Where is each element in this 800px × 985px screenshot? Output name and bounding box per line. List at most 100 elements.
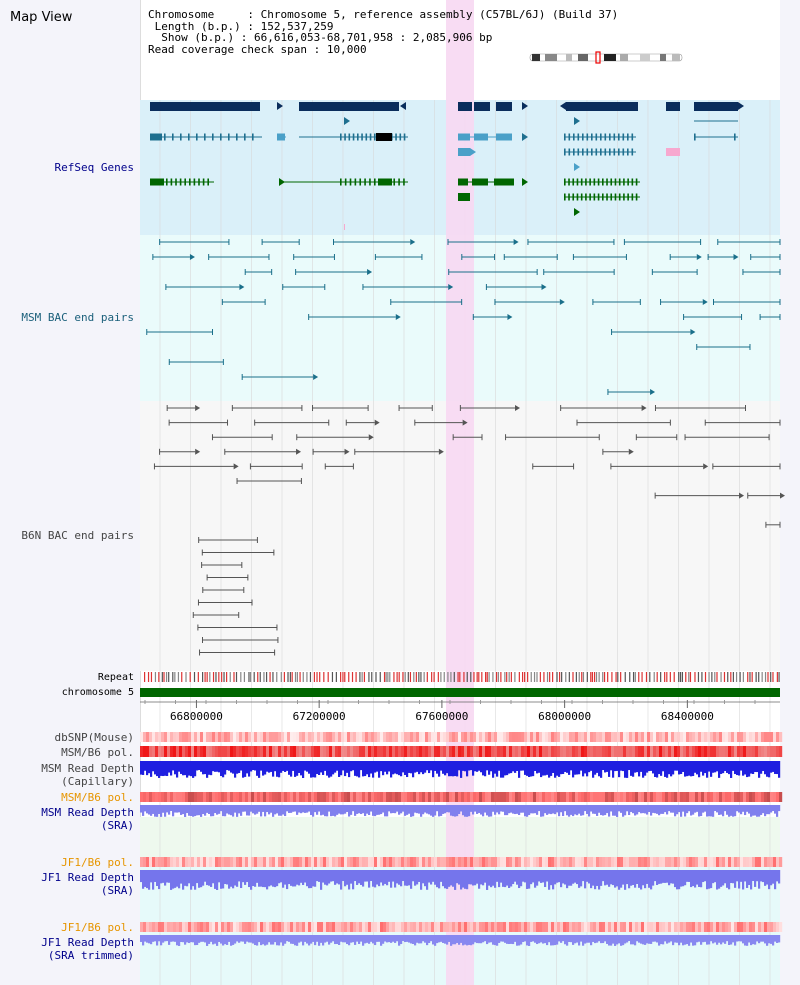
depth-bar [202,935,205,942]
depth-bar [578,870,581,888]
gene-exon [228,133,230,141]
repeat-element [379,672,381,682]
heat-cell [194,792,198,802]
depth-bar [690,935,693,943]
depth-bar [240,805,243,816]
heat-cell [413,746,417,757]
msm-read-depth-capillary[interactable] [140,761,781,778]
depth-bar [714,761,717,773]
depth-bar [612,870,615,886]
depth-bar [676,805,679,815]
heat-cell [710,746,714,757]
depth-bar [218,761,221,773]
depth-bar [442,761,445,774]
refseq-genes[interactable] [150,102,744,230]
gene-exon [352,133,355,141]
heat-cell [263,792,267,802]
jf1-read-depth-sra[interactable] [140,870,781,890]
depth-bar [338,805,341,814]
depth-bar [238,935,241,943]
msm-pol-track-2[interactable] [140,792,783,802]
repeat-element [591,672,594,682]
chromosome-ideogram[interactable] [529,51,683,64]
heat-cell [491,732,495,742]
depth-bar [406,761,409,778]
depth-bar [596,870,599,886]
b6n-bac-stack[interactable] [192,537,279,656]
depth-bar [718,805,721,815]
msm-pol-track-1[interactable] [140,746,783,757]
depth-bar [314,935,317,946]
depth-bar [688,870,691,882]
heat-cell [635,857,639,867]
depth-bar [346,870,349,885]
depth-bar [446,935,449,945]
heat-cell [350,857,354,867]
repeat-element [582,672,585,682]
depth-bar [142,935,145,946]
depth-bar [378,870,381,887]
msm-bac-end-pairs[interactable] [146,239,781,395]
depth-bar [374,805,377,817]
depth-bar [758,805,761,817]
depth-bar [348,935,351,946]
depth-bar [236,761,239,774]
depth-bar [170,761,173,776]
heat-cell [581,746,585,757]
depth-bar [368,935,371,944]
depth-bar [526,870,529,889]
heat-cell [713,922,717,932]
b6n-bac-end-pairs[interactable] [153,405,785,528]
dbsnp-track[interactable] [140,732,783,742]
heat-cell [353,857,357,867]
depth-bar [292,935,295,944]
heat-cell [350,792,354,802]
depth-bar [554,761,557,778]
depth-bar [374,870,377,888]
jf1-pol-track-2[interactable] [140,922,783,932]
depth-bar [648,805,651,813]
msm-read-depth-sra[interactable] [140,805,781,817]
heat-cell [269,857,273,867]
heat-cell [563,732,567,742]
heat-cell [554,732,558,742]
heat-cell [566,857,570,867]
depth-bar [514,870,517,882]
depth-bar [222,761,225,778]
gene-strand-arrow [738,102,744,110]
depth-bar [692,805,695,815]
repeat-element [776,672,778,682]
heat-cell [209,732,213,742]
repeat-element [681,672,684,682]
heat-cell [452,732,456,742]
heat-cell [404,922,408,932]
depth-bar [188,935,191,944]
track-label-b6n-bac[interactable]: B6N BAC end pairs [21,529,134,542]
depth-bar [292,870,295,887]
repeat-element [361,672,363,682]
repeat-element [572,672,574,682]
depth-bar [220,761,223,777]
depth-bar [582,805,585,816]
repeat-track[interactable] [144,672,780,682]
depth-bar [282,761,285,771]
heat-cell [146,746,150,757]
heat-cell [302,792,306,802]
jf1-pol-track-1[interactable] [140,857,783,867]
depth-bar [506,870,509,886]
heat-cell [380,857,384,867]
repeat-element [593,672,596,682]
track-label-msm-bac[interactable]: MSM BAC end pairs [21,311,134,324]
heat-cell [413,922,417,932]
heat-cell [554,792,558,802]
heat-cell [656,792,660,802]
depth-bar [264,935,267,946]
jf1-read-depth-sra-trimmed[interactable] [140,935,781,946]
track-label-refseq[interactable]: RefSeq Genes [54,161,134,174]
depth-bar [722,870,725,886]
heat-cell [728,732,732,742]
heat-cell [650,732,654,742]
heat-cell [497,922,501,932]
heat-cell [389,732,393,742]
